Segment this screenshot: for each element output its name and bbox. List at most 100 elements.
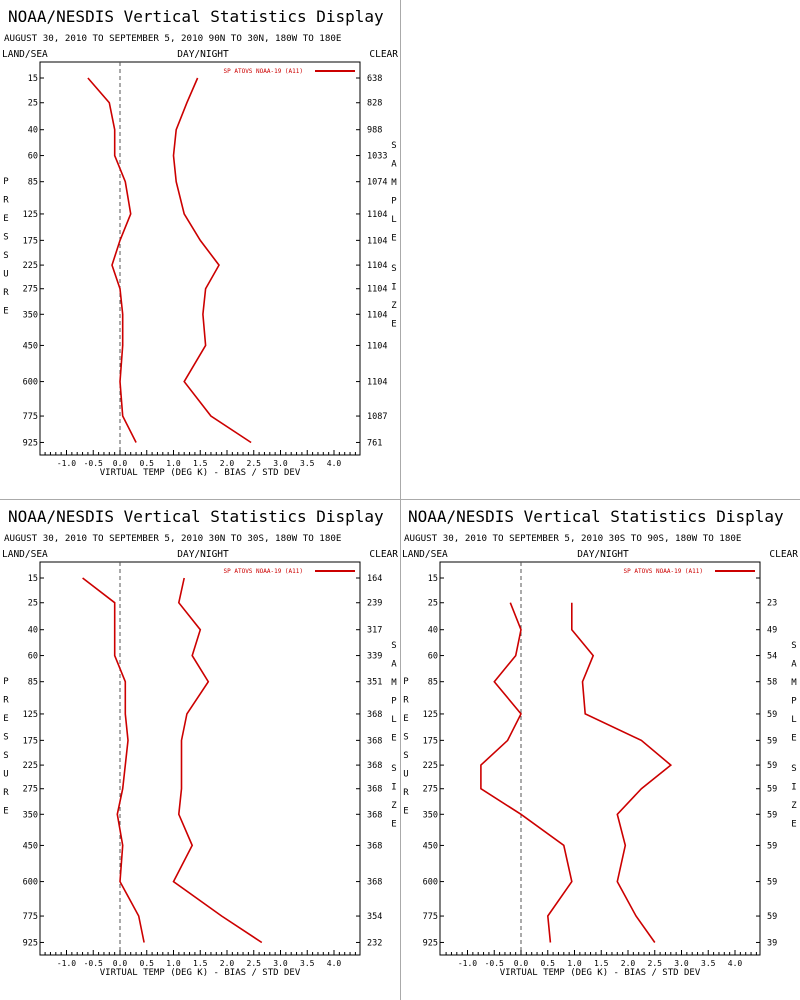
series-line-bias xyxy=(480,602,573,943)
pressure-tick-label: 775 xyxy=(423,912,438,922)
sample-size-label: 368 xyxy=(367,761,382,771)
panel-divider-vertical xyxy=(400,0,401,1000)
pressure-tick-label: 600 xyxy=(423,878,438,888)
pressure-tick-label: 450 xyxy=(423,841,438,851)
x-tick-label: 2.5 xyxy=(648,959,663,968)
pressure-tick-label: 15 xyxy=(28,74,38,84)
sample-size-label: 239 xyxy=(367,599,382,609)
x-tick-label: 3.0 xyxy=(273,959,288,968)
x-tick-label: -0.5 xyxy=(84,459,103,468)
sample-size-axis-letter: Z xyxy=(791,801,797,811)
sample-size-label: 39 xyxy=(767,938,777,948)
sample-size-axis-letter: S xyxy=(391,764,396,774)
sample-size-label: 988 xyxy=(367,126,382,136)
pressure-tick-label: 350 xyxy=(23,310,38,320)
x-tick-label: 0.5 xyxy=(140,459,155,468)
pressure-axis-letter: E xyxy=(3,307,8,317)
pressure-axis-letter: S xyxy=(3,751,8,761)
pressure-axis-letter: U xyxy=(3,770,8,780)
pressure-tick-label: 25 xyxy=(28,599,38,609)
x-axis-label: VIRTUAL TEMP (DEG K) - BIAS / STD DEV xyxy=(100,968,301,978)
pressure-tick-label: 60 xyxy=(428,652,438,662)
sample-size-axis-letter: I xyxy=(391,283,396,293)
pressure-tick-label: 600 xyxy=(23,878,38,888)
pressure-axis-letter: P xyxy=(3,677,9,687)
sample-size-axis-letter: L xyxy=(791,715,796,725)
sample-size-label: 59 xyxy=(767,785,777,795)
pressure-axis-letter: E xyxy=(3,714,8,724)
sample-size-axis-letter: E xyxy=(791,734,796,744)
sample-size-axis-letter: L xyxy=(391,215,396,225)
x-tick-label: 1.5 xyxy=(193,959,208,968)
chart-title: NOAA/NESDIS Vertical Statistics Display xyxy=(8,507,384,526)
pressure-axis-letter: R xyxy=(403,788,409,798)
sample-size-axis-letter: S xyxy=(791,764,796,774)
sample-size-label: 49 xyxy=(767,626,777,636)
pressure-axis-letter: R xyxy=(3,196,9,206)
pressure-tick-label: 925 xyxy=(23,438,38,448)
x-tick-label: 2.5 xyxy=(247,959,262,968)
chart-title: NOAA/NESDIS Vertical Statistics Display xyxy=(8,7,384,26)
sample-size-axis-letter: L xyxy=(391,715,396,725)
x-tick-label: 4.0 xyxy=(728,959,743,968)
sample-size-axis-letter: M xyxy=(391,178,397,188)
pressure-tick-label: 275 xyxy=(23,785,38,795)
sample-size-label: 1104 xyxy=(367,341,387,351)
pressure-tick-label: 350 xyxy=(423,810,438,820)
sample-size-axis-letter: S xyxy=(391,264,396,274)
pressure-axis-letter: R xyxy=(3,696,9,706)
legend-label: SP ATOVS NOAA-19 (A11) xyxy=(624,568,703,575)
sample-size-axis-letter: P xyxy=(391,697,397,707)
pressure-axis-letter: P xyxy=(403,677,409,687)
sample-size-axis-letter: E xyxy=(391,734,396,744)
sample-size-label: 58 xyxy=(767,678,777,688)
pressure-axis-letter: S xyxy=(403,733,408,743)
pressure-tick-label: 40 xyxy=(428,626,438,636)
pressure-axis-letter: S xyxy=(3,251,8,261)
sample-size-label: 1104 xyxy=(367,285,387,295)
pressure-tick-label: 15 xyxy=(28,574,38,584)
sample-size-label: 54 xyxy=(767,652,777,662)
x-tick-label: 0.5 xyxy=(541,959,556,968)
legend-label: SP ATOVS NOAA-19 (A11) xyxy=(224,568,303,575)
pressure-axis-letter: S xyxy=(3,233,8,243)
plot-frame xyxy=(39,61,361,456)
panel-divider-horizontal xyxy=(0,499,800,500)
pressure-axis-letter: E xyxy=(3,807,8,817)
pressure-tick-label: 175 xyxy=(23,236,38,246)
plot-frame xyxy=(439,561,761,956)
pressure-tick-label: 775 xyxy=(23,412,38,422)
x-tick-label: -1.0 xyxy=(458,959,477,968)
sample-size-axis-letter: I xyxy=(791,783,796,793)
sample-size-label: 1104 xyxy=(367,378,387,388)
sample-size-label: 23 xyxy=(767,599,777,609)
sample-size-label: 59 xyxy=(767,736,777,746)
plot-frame xyxy=(39,561,361,956)
sample-size-axis-letter: M xyxy=(391,678,397,688)
x-tick-label: -1.0 xyxy=(57,459,76,468)
sample-size-label: 59 xyxy=(767,912,777,922)
x-tick-label: 2.5 xyxy=(247,459,262,468)
x-tick-label: 2.0 xyxy=(220,459,235,468)
sample-size-axis-letter: S xyxy=(391,641,396,651)
sample-size-label: 761 xyxy=(367,438,382,448)
sample-size-label: 1104 xyxy=(367,261,387,271)
x-tick-label: 0.0 xyxy=(113,459,128,468)
pressure-tick-label: 275 xyxy=(23,285,38,295)
x-tick-label: 3.0 xyxy=(273,459,288,468)
legend-label: SP ATOVS NOAA-19 (A11) xyxy=(224,68,303,75)
sample-size-label: 1087 xyxy=(367,412,387,422)
sample-size-label: 368 xyxy=(367,736,382,746)
sample-size-label: 59 xyxy=(767,841,777,851)
sample-size-label: 1033 xyxy=(367,152,387,162)
x-tick-label: 0.0 xyxy=(514,959,529,968)
x-tick-label: -1.0 xyxy=(57,959,76,968)
pressure-axis-letter: U xyxy=(3,270,8,280)
pressure-axis-letter: R xyxy=(403,696,409,706)
pressure-tick-label: 60 xyxy=(28,152,38,162)
sample-size-label: 1104 xyxy=(367,310,387,320)
sample-size-label: 1104 xyxy=(367,210,387,220)
pressure-tick-label: 125 xyxy=(423,710,438,720)
pressure-tick-label: 600 xyxy=(23,378,38,388)
pressure-tick-label: 350 xyxy=(23,810,38,820)
